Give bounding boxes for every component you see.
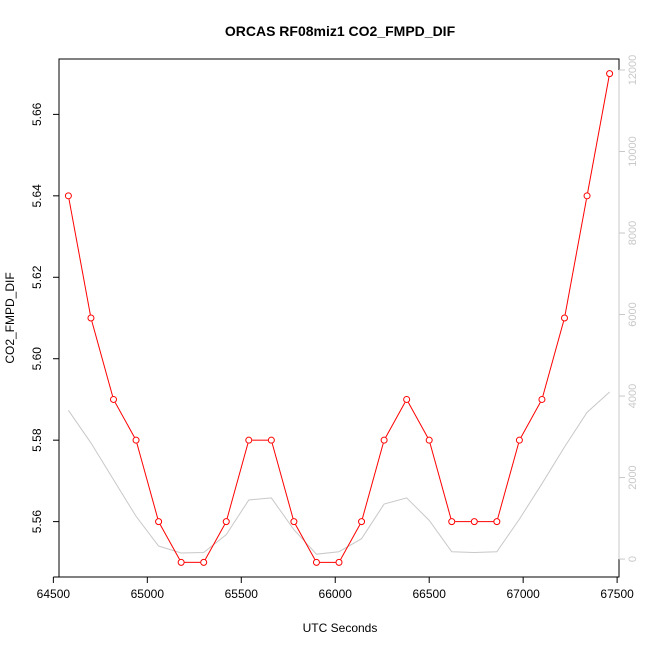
series-segment — [295, 524, 316, 560]
chart-title: ORCAS RF08miz1 CO2_FMPD_DIF — [225, 23, 456, 39]
series-segment — [271, 443, 294, 519]
y2-tick-label: 2000 — [627, 465, 639, 489]
series-segment — [520, 402, 541, 438]
x-axis-label: UTC Seconds — [303, 621, 378, 635]
series-layer — [64, 70, 614, 566]
data-point — [425, 436, 433, 444]
data-point — [335, 558, 343, 566]
y-tick-label: 5.66 — [30, 102, 44, 126]
series-segment — [136, 443, 159, 519]
y2-tick-label: 12000 — [627, 55, 639, 86]
data-point — [358, 518, 366, 526]
series-segment — [385, 402, 406, 438]
data-point — [561, 314, 569, 322]
x-tick-label: 65500 — [225, 587, 259, 601]
y-tick-label: 5.60 — [30, 347, 44, 371]
y-tick-label: 5.62 — [30, 265, 44, 289]
data-point — [403, 395, 411, 403]
series-segment — [114, 402, 135, 438]
data-point — [200, 558, 208, 566]
series-segment — [587, 76, 610, 193]
x-axis: 64500 65000 65500 66000 66500 67000 67500 — [37, 576, 634, 601]
secondary-y-axis: 0 2000 4000 6000 8000 10000 12000 — [618, 55, 639, 562]
y-tick-label: 5.56 — [30, 510, 44, 534]
series-segment — [361, 443, 384, 519]
data-point — [515, 436, 523, 444]
y2-tick-label: 4000 — [627, 384, 639, 408]
series-segment — [542, 321, 565, 397]
data-point — [380, 436, 388, 444]
series-segment — [68, 199, 91, 315]
data-point — [155, 518, 163, 526]
data-point — [312, 558, 320, 566]
secondary-series-line — [67, 391, 610, 555]
data-point — [245, 436, 253, 444]
data-point — [538, 395, 546, 403]
series-segment — [497, 443, 519, 519]
data-point — [87, 314, 95, 322]
data-point — [583, 192, 591, 200]
x-tick-label: 67500 — [600, 587, 634, 601]
y-tick-label: 5.58 — [30, 428, 44, 452]
data-point — [222, 518, 230, 526]
data-point — [493, 518, 501, 526]
x-tick-label: 66000 — [319, 587, 353, 601]
primary-y-axis: 5.56 5.58 5.60 5.62 5.64 5.66 — [30, 102, 60, 534]
data-point — [606, 70, 614, 78]
series-segment — [407, 402, 428, 438]
y-axis-label: CO2_FMPD_DIF — [3, 272, 17, 363]
series-segment — [564, 199, 587, 315]
data-point — [290, 518, 298, 526]
data-point — [64, 192, 72, 200]
series-segment — [204, 524, 226, 560]
series-segment — [226, 443, 249, 519]
y-tick-label: 5.64 — [30, 184, 44, 208]
x-tick-label: 67000 — [506, 587, 540, 601]
y2-tick-label: 6000 — [627, 302, 639, 326]
x-tick-label: 64500 — [37, 587, 71, 601]
y2-tick-label: 0 — [627, 556, 639, 562]
x-tick-label: 66500 — [413, 587, 447, 601]
data-point — [470, 518, 478, 526]
data-point — [267, 436, 275, 444]
y2-tick-label: 8000 — [627, 221, 639, 245]
y2-tick-label: 10000 — [627, 136, 639, 167]
series-segment — [91, 321, 114, 397]
series-segment — [159, 524, 180, 560]
data-point — [177, 558, 185, 566]
x-tick-label: 65000 — [131, 587, 165, 601]
series-segment — [340, 524, 361, 560]
data-point — [132, 436, 140, 444]
data-point — [448, 518, 456, 526]
data-point — [109, 395, 117, 403]
series-segment — [429, 443, 452, 519]
